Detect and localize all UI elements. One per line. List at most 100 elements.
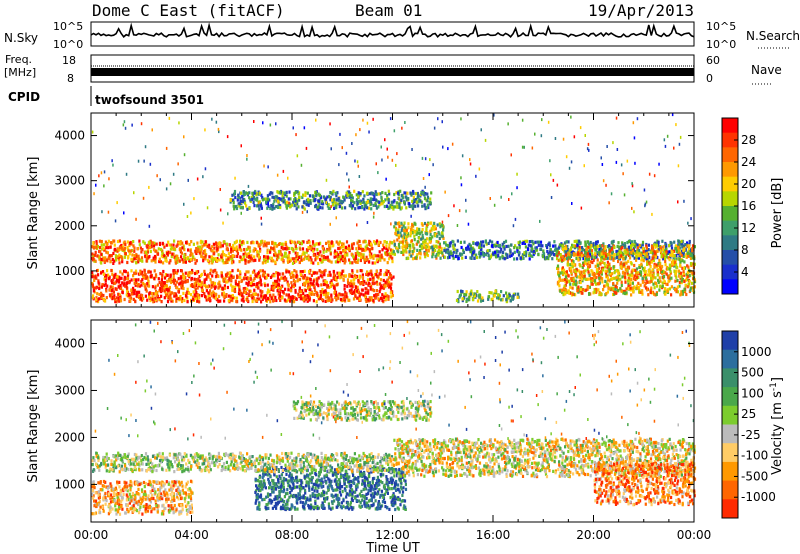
- echo-cell: [139, 269, 142, 273]
- echo-cell: [120, 255, 123, 259]
- echo-cell: [607, 252, 610, 256]
- echo-cell: [99, 250, 102, 254]
- echo-cell: [405, 195, 408, 199]
- echo-cell: [264, 255, 267, 259]
- echo-cell: [301, 205, 304, 209]
- echo-cell: [190, 276, 193, 281]
- echo-cell: [620, 247, 623, 251]
- echo-cell: [412, 198, 415, 202]
- echo-cell: [399, 231, 402, 235]
- echo-cell: [320, 254, 323, 258]
- echo-cell: [102, 298, 105, 302]
- echo-cell: [574, 293, 577, 297]
- echo-cell: [137, 254, 140, 258]
- echo-cell: [367, 272, 371, 276]
- echo-cell: [407, 222, 410, 226]
- echo-cell: [639, 273, 643, 277]
- echo-cell: [400, 221, 403, 225]
- echo-cell: [210, 294, 213, 298]
- echo-cell: [216, 259, 219, 263]
- echo-cell: [537, 243, 540, 247]
- echo-cell: [595, 276, 598, 280]
- echo-cell: [151, 297, 154, 301]
- echo-cell: [584, 243, 587, 247]
- echo-cell: [672, 257, 675, 261]
- echo-cell: [506, 253, 509, 257]
- echo-cell: [687, 282, 690, 286]
- echo-cell: [444, 241, 447, 245]
- echo-cell: [580, 270, 583, 274]
- echo-cell: [561, 278, 564, 282]
- echo-cell: [525, 239, 529, 243]
- echo-cell: [404, 248, 407, 252]
- echo-cell: [309, 281, 312, 285]
- echo-cell: [348, 289, 351, 293]
- echo-cell: [431, 248, 434, 252]
- echo-cell: [208, 255, 211, 259]
- echo-cell: [469, 292, 472, 296]
- echo-cell: [141, 294, 144, 298]
- echo-cell: [121, 257, 124, 261]
- echo-cell: [97, 254, 100, 258]
- echo-cell: [685, 272, 688, 276]
- echo-cell: [660, 254, 663, 259]
- echo-cell: [555, 252, 558, 256]
- echo-cell: [369, 277, 372, 281]
- echo-cell: [364, 298, 367, 302]
- echo-cell: [182, 286, 185, 291]
- echo-cell: [443, 241, 446, 245]
- echo-cell: [149, 274, 152, 279]
- echo-cell: [179, 242, 182, 246]
- echo-cell: [131, 257, 134, 261]
- echo-cell: [421, 223, 424, 227]
- echo-cell: [336, 275, 339, 279]
- echo-cell: [357, 195, 360, 199]
- echo-cell: [179, 240, 182, 244]
- echo-cell: [657, 243, 660, 247]
- echo-cell: [318, 193, 322, 197]
- echo-cell: [324, 295, 327, 299]
- echo-cell: [380, 195, 383, 199]
- echo-cell: [264, 294, 268, 298]
- echo-cell: [273, 199, 276, 203]
- echo-cell: [351, 261, 354, 265]
- echo-cell: [94, 259, 97, 263]
- echo-cell: [675, 287, 678, 291]
- echo-cell: [291, 257, 294, 261]
- echo-cell: [161, 241, 164, 245]
- echo-cell: [181, 272, 185, 276]
- echo-cell: [288, 246, 291, 251]
- echo-cell: [426, 242, 429, 246]
- echo-cell: [611, 251, 614, 255]
- echo-cell: [279, 286, 283, 290]
- echo-cell: [117, 285, 120, 289]
- echo-cell: [360, 269, 364, 273]
- echo-cell: [355, 198, 359, 202]
- echo-cell: [448, 255, 451, 259]
- echo-cell: [410, 239, 413, 243]
- echo-cell: [407, 256, 410, 260]
- echo-cell: [421, 228, 424, 232]
- echo-cell: [298, 191, 301, 195]
- echo-cell: [300, 254, 303, 259]
- echo-cell: [166, 295, 169, 299]
- echo-cell: [200, 247, 203, 251]
- echo-cell: [433, 248, 437, 252]
- echo-cell: [375, 192, 378, 197]
- echo-cell: [98, 292, 101, 297]
- echo-cell: [238, 202, 242, 206]
- echo-cell: [601, 276, 604, 281]
- echo-cell: [631, 274, 634, 278]
- echo-cell: [415, 232, 418, 236]
- echo-cell: [435, 253, 438, 257]
- echo-cell: [134, 300, 137, 304]
- echo-cell: [595, 255, 598, 259]
- echo-cell: [278, 190, 282, 194]
- echo-cell: [358, 297, 361, 301]
- echo-cell: [234, 195, 237, 200]
- echo-cell: [302, 257, 306, 261]
- cpid-label: CPID: [8, 90, 40, 104]
- echo-cell: [642, 268, 646, 272]
- echo-cell: [394, 205, 397, 209]
- echo-cell: [224, 294, 227, 298]
